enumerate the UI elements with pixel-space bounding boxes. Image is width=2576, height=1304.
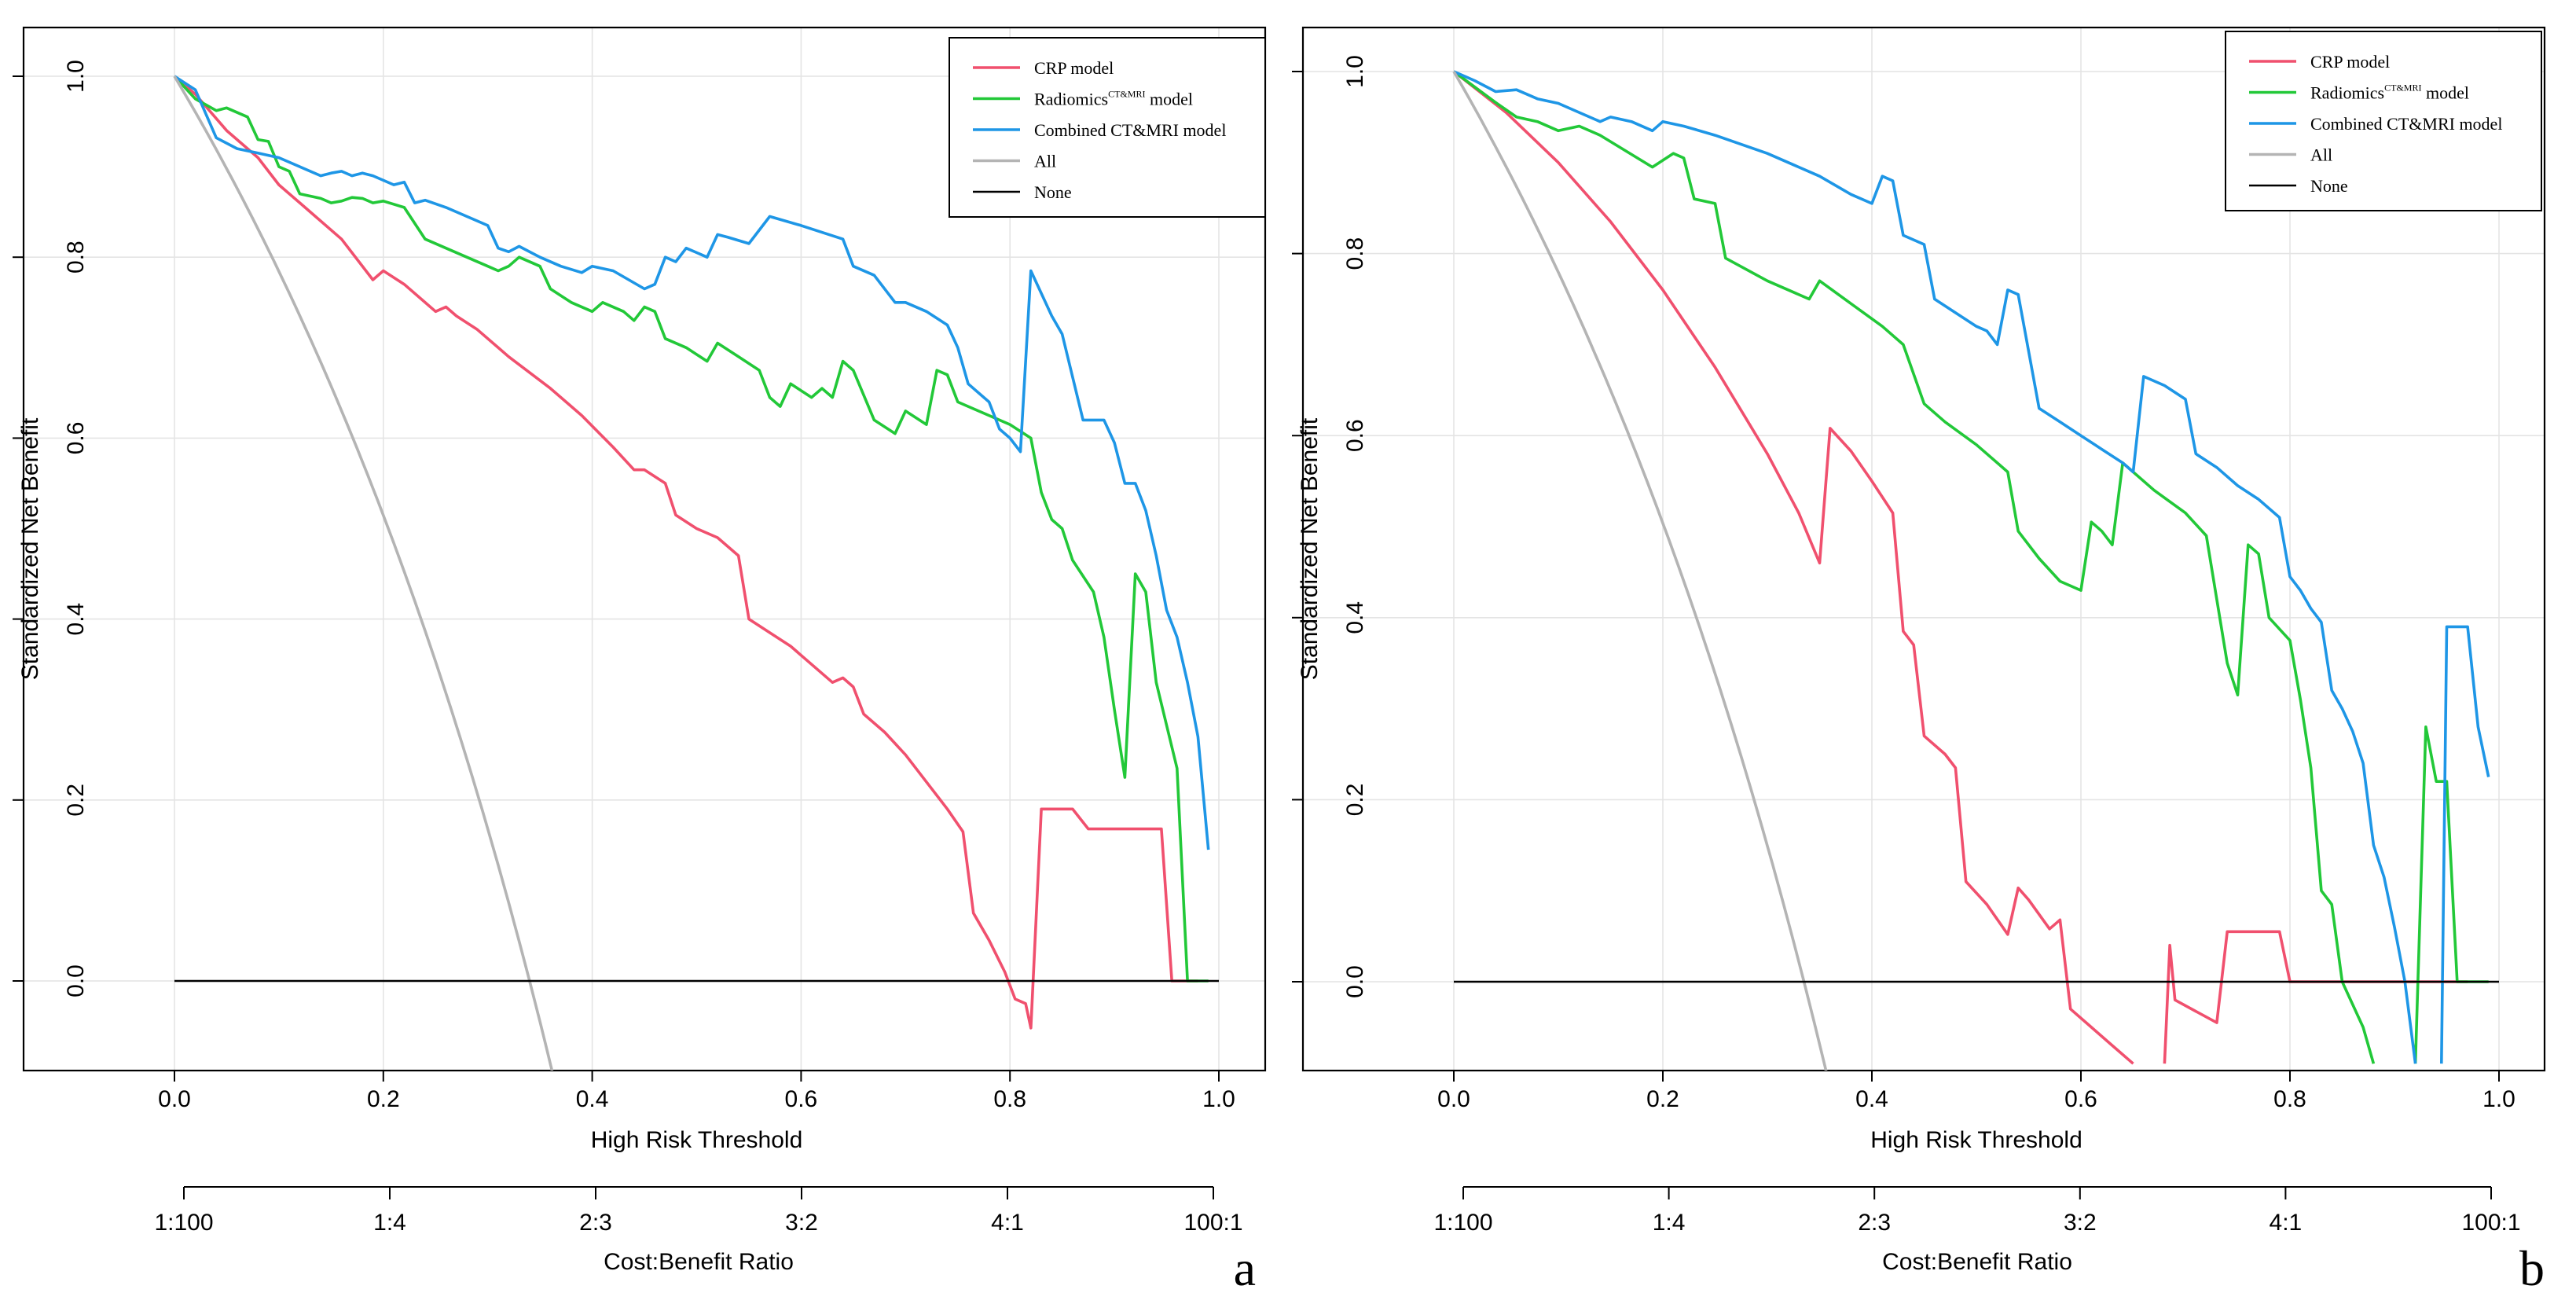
legend-label: CRP model bbox=[2310, 52, 2390, 72]
cost-benefit-axis-label: Cost:Benefit Ratio bbox=[604, 1249, 794, 1275]
x-tick-label: 0.8 bbox=[993, 1086, 1026, 1112]
x-tick-label: 1.0 bbox=[2482, 1086, 2515, 1112]
series-line-crp-model bbox=[2163, 930, 2468, 1064]
y-tick-label: 0.4 bbox=[1342, 601, 1368, 634]
panel-letter: a bbox=[1234, 1240, 1256, 1296]
cost-benefit-tick-label: 100:1 bbox=[2461, 1210, 2520, 1236]
cost-benefit-tick-label: 3:2 bbox=[785, 1210, 818, 1236]
series-line-all bbox=[1452, 71, 1828, 1071]
x-axis: 0.0 0.2 0.4 0.6 0.8 1.0 High Risk Threshold bbox=[1437, 1070, 2515, 1153]
legend-item-crp-model: CRP model bbox=[973, 58, 1114, 78]
legend-item-radiomics: RadiomicsCT&MRI model bbox=[2249, 83, 2469, 103]
cost-benefit-axis-label: Cost:Benefit Ratio bbox=[1882, 1249, 2072, 1275]
series-line-all bbox=[173, 75, 554, 1071]
legend-item-crp-model: CRP model bbox=[2249, 52, 2390, 72]
panel-letter: b bbox=[2519, 1240, 2545, 1296]
x-tick-label: 0.8 bbox=[2273, 1086, 2306, 1112]
y-tick-label: 0.0 bbox=[63, 964, 89, 997]
cost-benefit-tick-label: 4:1 bbox=[991, 1210, 1024, 1236]
legend-label: CRP model bbox=[1034, 58, 1114, 78]
legend-label: All bbox=[2310, 145, 2332, 165]
plot-area bbox=[173, 75, 1219, 1071]
y-tick-label: 0.0 bbox=[1342, 965, 1368, 998]
x-tick-label: 0.2 bbox=[367, 1086, 400, 1112]
y-axis-label: Standardized Net Benefit bbox=[17, 417, 43, 680]
x-tick-label: 0.6 bbox=[785, 1086, 818, 1112]
series-line-combined-ct-mri-model bbox=[1453, 70, 2417, 1064]
y-tick-label: 0.2 bbox=[63, 784, 89, 817]
legend-label: None bbox=[1034, 182, 1072, 202]
y-axis-label: Standardized Net Benefit bbox=[1297, 417, 1323, 680]
legend-label: RadiomicsCT&MRI model bbox=[1034, 89, 1193, 109]
cost-benefit-tick-label: 2:3 bbox=[1858, 1210, 1891, 1236]
series-line-radiomics-model bbox=[2413, 725, 2489, 1064]
y-tick-label: 0.6 bbox=[63, 422, 89, 455]
x-axis-label: High Risk Threshold bbox=[591, 1127, 803, 1153]
chart-panel-b: 0.0 0.2 0.4 0.6 0.8 1.0 Standardized Net Benef… bbox=[1292, 26, 2546, 1296]
cost-benefit-tick-label: 2:3 bbox=[579, 1210, 612, 1236]
y-tick-label: 0.8 bbox=[63, 241, 89, 274]
cost-benefit-tick-label: 1:4 bbox=[373, 1210, 406, 1236]
x-tick-label: 0.4 bbox=[576, 1086, 609, 1112]
series-line-combined-ct-mri-model bbox=[2440, 625, 2490, 1064]
legend: CRP model RadiomicsCT&MRI model Combined C… bbox=[2225, 31, 2542, 211]
legend-item-combined-ct-mri-model: Combined CT&MRI model bbox=[973, 120, 1226, 140]
legend-label: RadiomicsCT&MRI model bbox=[2310, 83, 2469, 103]
series-line-crp-model bbox=[1452, 70, 2134, 1065]
x-tick-label: 0.2 bbox=[1646, 1086, 1679, 1112]
cost-benefit-tick-label: 1:100 bbox=[154, 1210, 213, 1236]
cost-benefit-tick-label: 1:4 bbox=[1653, 1210, 1686, 1236]
legend: CRP model RadiomicsCT&MRI model Combined C… bbox=[949, 37, 1266, 218]
chart-panel-a: 0.0 0.2 0.4 0.6 0.8 1.0 Standardized Net Benef… bbox=[13, 26, 1267, 1296]
y-tick-label: 0.4 bbox=[63, 603, 89, 636]
series-line-radiomics-model bbox=[173, 75, 1209, 983]
x-tick-label: 0.4 bbox=[1855, 1086, 1888, 1112]
cost-benefit-tick-label: 3:2 bbox=[2064, 1210, 2097, 1236]
y-tick-label: 1.0 bbox=[1342, 55, 1368, 88]
x-tick-label: 1.0 bbox=[1202, 1086, 1235, 1112]
legend-label: None bbox=[2310, 176, 2348, 196]
x-tick-label: 0.6 bbox=[2064, 1086, 2097, 1112]
y-tick-label: 1.0 bbox=[63, 60, 89, 93]
legend-label: Combined CT&MRI model bbox=[2310, 114, 2502, 134]
x-axis-label: High Risk Threshold bbox=[1870, 1127, 2082, 1153]
legend-label: All bbox=[1034, 152, 1056, 171]
cost-benefit-tick-label: 4:1 bbox=[2270, 1210, 2303, 1236]
cost-benefit-tick-label: 100:1 bbox=[1183, 1210, 1242, 1236]
cost-benefit-axis: 1:100 1:4 2:3 3:2 4:1 100:1 Cost:Benefit Ratio bbox=[154, 1186, 1243, 1275]
series-line-combined-ct-mri-model bbox=[174, 75, 1210, 850]
legend-item-all: All bbox=[2249, 145, 2332, 165]
y-tick-label: 0.2 bbox=[1342, 784, 1368, 817]
series-line-radiomics-model bbox=[1452, 70, 2376, 1064]
legend-label: Combined CT&MRI model bbox=[1034, 120, 1226, 140]
x-tick-label: 0.0 bbox=[1437, 1086, 1470, 1112]
legend-item-all: All bbox=[973, 152, 1056, 171]
y-tick-label: 0.8 bbox=[1342, 237, 1368, 270]
y-tick-label: 0.6 bbox=[1342, 419, 1368, 452]
y-axis: 0.0 0.2 0.4 0.6 0.8 1.0 Standardized Net Benef… bbox=[1292, 55, 1368, 998]
legend-item-radiomics: RadiomicsCT&MRI model bbox=[973, 89, 1193, 109]
plot-area bbox=[1452, 70, 2499, 1071]
legend-item-none: None bbox=[973, 182, 1072, 202]
legend-item-none: None bbox=[2249, 176, 2348, 196]
x-tick-label: 0.0 bbox=[158, 1086, 191, 1112]
y-axis: 0.0 0.2 0.4 0.6 0.8 1.0 Standardized Net Benef… bbox=[13, 60, 89, 997]
x-axis: 0.0 0.2 0.4 0.6 0.8 1.0 High Risk Threshold bbox=[158, 1070, 1235, 1153]
series-line-crp-model bbox=[173, 75, 1198, 1030]
legend-item-combined-ct-mri-model: Combined CT&MRI model bbox=[2249, 114, 2502, 134]
cost-benefit-axis: 1:100 1:4 2:3 3:2 4:1 100:1 Cost:Benefit Ratio bbox=[1433, 1186, 2521, 1275]
cost-benefit-tick-label: 1:100 bbox=[1433, 1210, 1492, 1236]
